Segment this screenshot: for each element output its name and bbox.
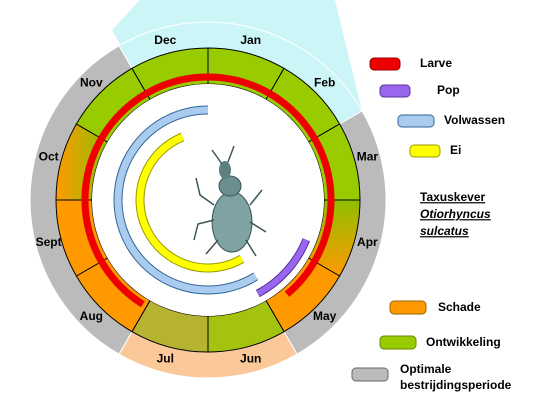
species-genus: Otiorhyncus [420, 207, 491, 221]
month-label: Mar [357, 149, 379, 163]
month-label: Jan [240, 33, 261, 47]
legend-label: Ei [450, 143, 461, 157]
month-label: Nov [80, 75, 103, 89]
life-cycle-diagram: Jan Feb Mar Apr May Jun Jul Aug Sept Oct Nov Dec La… [0, 0, 539, 400]
legend-label: Volwassen [444, 113, 505, 127]
legend-swatch [410, 145, 440, 157]
legend-label: Ontwikkeling [426, 335, 501, 349]
legend-label: Schade [438, 300, 481, 314]
legend-swatch [390, 301, 426, 314]
month-label: Dec [154, 33, 176, 47]
month-label: Jul [157, 352, 174, 366]
month-label: Sept [36, 235, 62, 249]
month-label: Apr [357, 235, 378, 249]
legend-swatch [380, 85, 410, 97]
legend-swatch [398, 115, 434, 127]
species-epithet: sulcatus [420, 224, 469, 238]
legend-swatch [370, 58, 400, 70]
legend-swatch [352, 368, 388, 381]
legend-label: Pop [437, 83, 460, 97]
legend-label: Larve [420, 56, 452, 70]
month-label: Feb [314, 75, 335, 89]
species-common-name: Taxuskever [420, 190, 485, 204]
month-label: May [313, 309, 337, 323]
legend-swatch [380, 336, 416, 349]
month-label: Jun [240, 352, 261, 366]
month-label: Aug [80, 309, 103, 323]
month-label: Oct [39, 149, 59, 163]
